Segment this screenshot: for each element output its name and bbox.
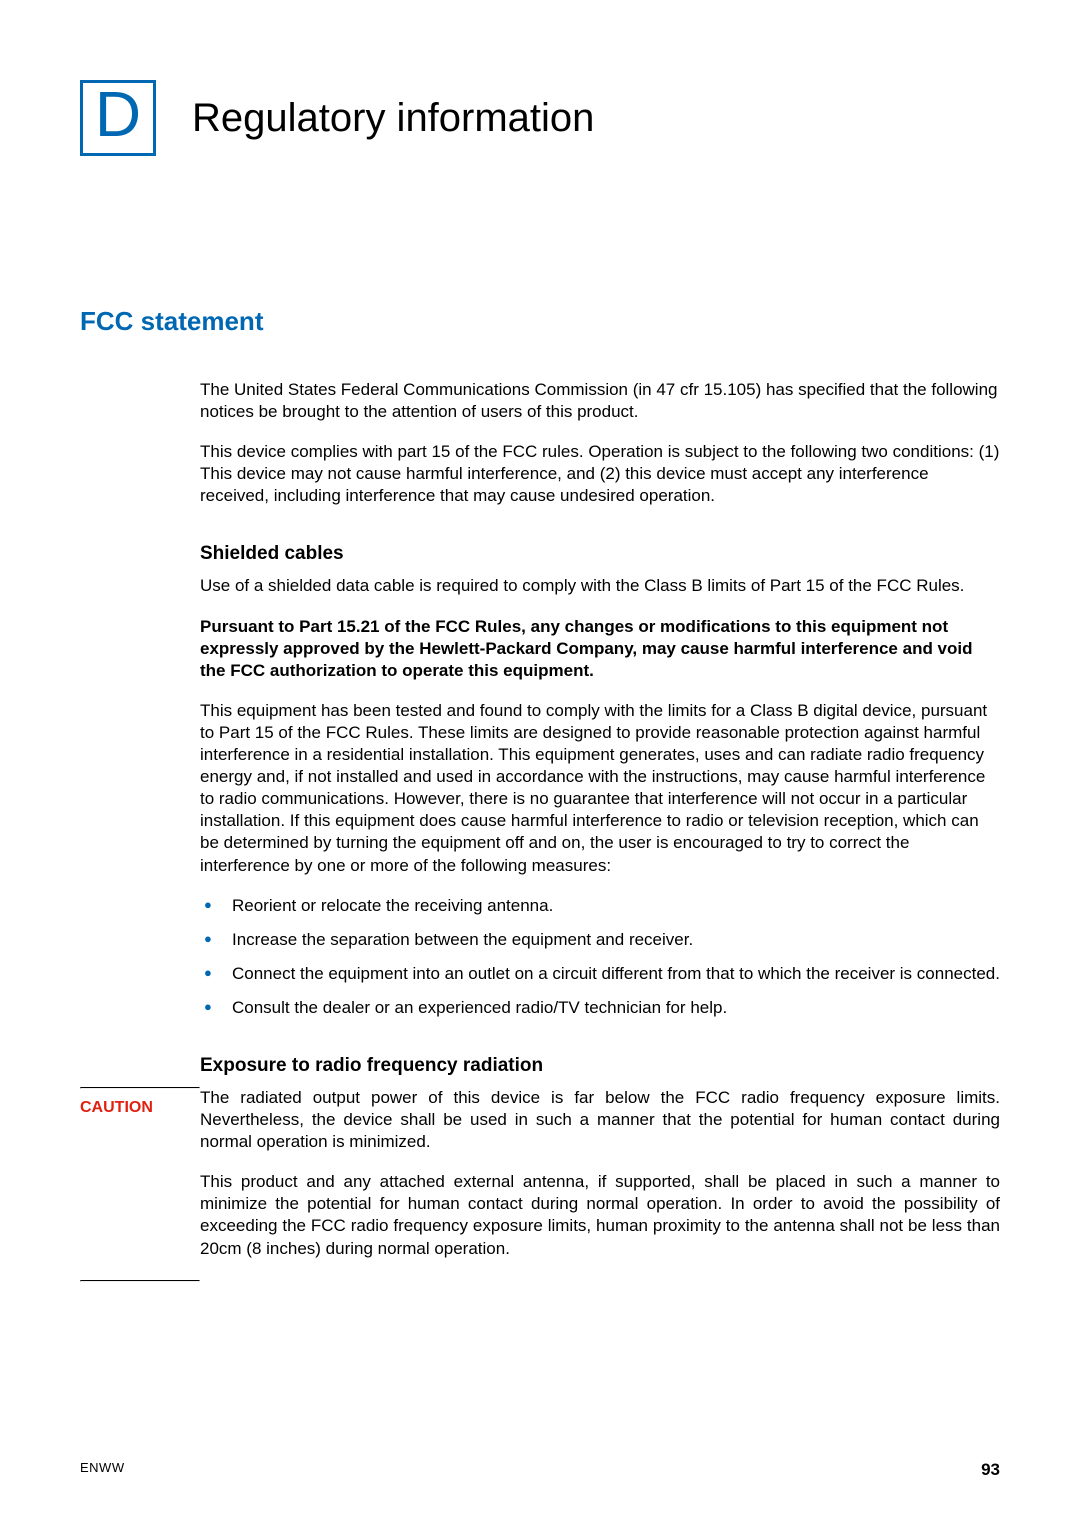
section-body: The United States Federal Communications… xyxy=(200,379,1000,1077)
page: D Regulatory information FCC statement T… xyxy=(0,0,1080,1528)
bullet-list: Reorient or relocate the receiving anten… xyxy=(200,895,1000,1019)
paragraph: This product and any attached external a… xyxy=(200,1171,1000,1259)
subheading-shielded-cables: Shielded cables xyxy=(200,543,1000,565)
list-item: Consult the dealer or an experienced rad… xyxy=(200,997,1000,1019)
paragraph-bold: Pursuant to Part 15.21 of the FCC Rules,… xyxy=(200,616,1000,682)
caution-block: CAUTION The radiated output power of thi… xyxy=(80,1087,1000,1278)
caution-rule xyxy=(80,1280,200,1282)
subheading-rf-exposure: Exposure to radio frequency radiation xyxy=(200,1055,1000,1077)
paragraph: Use of a shielded data cable is required… xyxy=(200,575,1000,597)
paragraph: The radiated output power of this device… xyxy=(200,1087,1000,1153)
paragraph: The United States Federal Communications… xyxy=(200,379,1000,423)
paragraph: This equipment has been tested and found… xyxy=(200,700,1000,877)
appendix-header: D Regulatory information xyxy=(80,80,1000,156)
footer-left: ENWW xyxy=(80,1460,125,1480)
appendix-letter-box: D xyxy=(80,80,156,156)
list-item: Connect the equipment into an outlet on … xyxy=(200,963,1000,985)
caution-label: CAUTION xyxy=(80,1089,190,1117)
caution-body: The radiated output power of this device… xyxy=(200,1087,1000,1278)
list-item: Reorient or relocate the receiving anten… xyxy=(200,895,1000,917)
appendix-title: Regulatory information xyxy=(192,96,594,141)
paragraph: This device complies with part 15 of the… xyxy=(200,441,1000,507)
list-item: Increase the separation between the equi… xyxy=(200,929,1000,951)
section-heading-fcc: FCC statement xyxy=(80,306,1000,337)
footer-page-number: 93 xyxy=(981,1460,1000,1480)
caution-label-column: CAUTION xyxy=(80,1087,200,1117)
page-footer: ENWW 93 xyxy=(80,1460,1000,1480)
